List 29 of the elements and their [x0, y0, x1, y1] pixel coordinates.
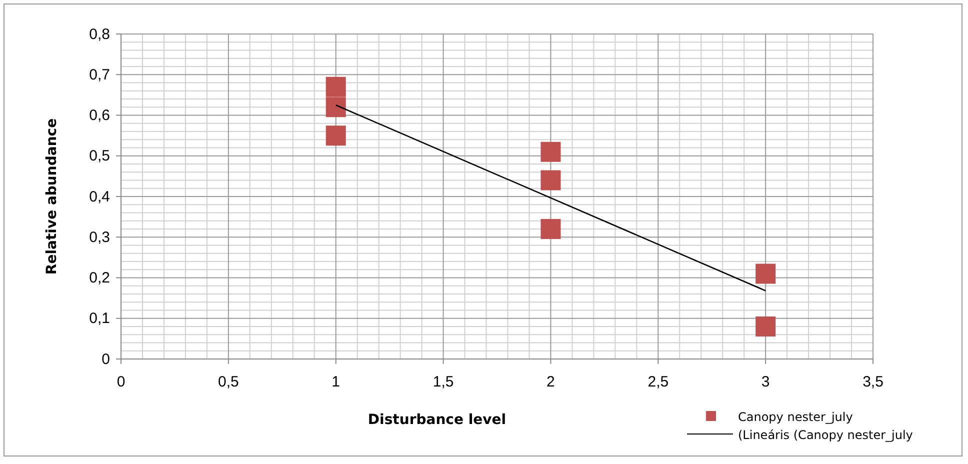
legend-label: Canopy nester_july: [738, 410, 853, 424]
x-tick-label: 1: [332, 374, 340, 391]
point: [540, 142, 561, 162]
y-tick-label: 0,3: [89, 228, 110, 246]
x-tick-label: 3: [761, 374, 770, 391]
y-tick-label: 0,8: [89, 26, 110, 43]
point: [326, 97, 346, 118]
point: [540, 219, 561, 239]
y-tick-label: 0,6: [89, 107, 110, 124]
x-tick-label: 1,5: [432, 374, 454, 391]
legend-label: (Lineáris (Canopy nester_july: [738, 428, 913, 442]
x-axis-title: Disturbance level: [368, 412, 506, 428]
point: [756, 264, 776, 284]
y-tick-label: 0,5: [89, 148, 110, 165]
y-tick-label: 0,1: [89, 310, 110, 328]
x-tick-label: 2: [546, 374, 555, 391]
point: [756, 316, 776, 336]
point: [326, 126, 346, 146]
y-tick-label: 0,7: [89, 66, 110, 84]
y-tick-label: 0,2: [89, 270, 110, 287]
point: [326, 76, 346, 97]
x-tick-label: 2,5: [648, 374, 669, 391]
y-tick-label: 0: [102, 350, 110, 368]
x-tick-label: 3,5: [862, 374, 884, 391]
x-tick-label: 0,5: [218, 374, 239, 391]
y-tick-label: 0,4: [89, 188, 110, 206]
x-tick-label: 0: [116, 374, 126, 391]
y-axis-title: Relative abundance: [44, 118, 60, 275]
point: [540, 170, 561, 190]
